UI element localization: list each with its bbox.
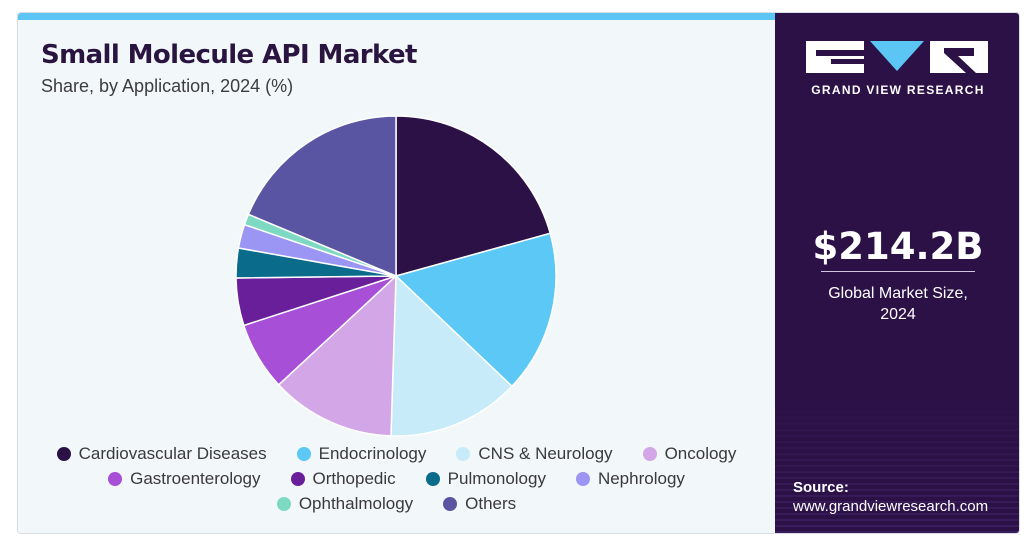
pie-slice-endocrinology: [394, 232, 557, 388]
legend-item: Gastroenterology: [108, 468, 261, 489]
legend-swatch: [425, 471, 440, 486]
legend-swatch: [642, 446, 657, 461]
pie-chart: [235, 115, 557, 437]
grand-view-research-logo: [806, 41, 988, 73]
legend-item: Oncology: [642, 443, 737, 464]
pie-slice-cns-neurology: [390, 274, 514, 437]
legend-swatch: [456, 446, 471, 461]
legend-swatch: [290, 471, 305, 486]
legend-label: Oncology: [664, 443, 737, 463]
chart-legend: Cardiovascular Diseases Endocrinology CNS …: [18, 441, 775, 516]
chart-subtitle: Share, by Application, 2024 (%): [41, 76, 294, 96]
legend-swatch: [443, 496, 458, 511]
legend-label: Nephrology: [597, 468, 685, 488]
legend-label: Endocrinology: [318, 443, 427, 463]
legend-item: Orthopedic: [290, 468, 396, 489]
market-size-label-line2: 2024: [880, 306, 916, 323]
legend-swatch: [575, 471, 590, 486]
pie-slice-oncology: [277, 274, 397, 437]
divider: [821, 271, 975, 272]
source-link[interactable]: www.grandviewresearch.com: [793, 498, 989, 515]
decorative-fade: [775, 403, 1019, 533]
legend-swatch: [296, 446, 311, 461]
accent-bar: [18, 13, 775, 20]
source-label: Source:: [793, 479, 849, 496]
legend-label: Ophthalmology: [298, 493, 414, 513]
legend-item: Others: [443, 494, 516, 514]
legend-item: CNS & Neurology: [456, 443, 613, 464]
legend-swatch: [276, 496, 291, 511]
market-size-value: $214.2B: [812, 225, 984, 268]
legend-row: Gastroenterology Orthopedic Pulmonology Nep…: [18, 466, 775, 491]
legend-label: Gastroenterology: [130, 468, 261, 488]
legend-label: Pulmonology: [447, 468, 546, 488]
legend-item: Cardiovascular Diseases: [56, 443, 267, 464]
legend-label: CNS & Neurology: [478, 443, 613, 463]
legend-item: Endocrinology: [296, 443, 427, 464]
legend-swatch: [108, 471, 123, 486]
pie-slice-cardiovascular-diseases: [395, 115, 552, 277]
legend-row: Ophthalmology Others: [18, 491, 775, 516]
pie-slice-others: [247, 115, 397, 278]
legend-item: Pulmonology: [425, 468, 546, 489]
legend-item: Ophthalmology: [276, 493, 414, 514]
chart-title: Small Molecule API Market: [41, 40, 417, 70]
summary-panel: GRAND VIEW RESEARCH $214.2B Global Marke…: [775, 13, 1019, 533]
brand-name: GRAND VIEW RESEARCH: [811, 83, 985, 97]
legend-item: Nephrology: [575, 468, 685, 489]
legend-label: Others: [465, 493, 517, 513]
legend-label: Cardiovascular Diseases: [78, 443, 267, 463]
infographic-card: Small Molecule API Market Share, by Appl…: [17, 12, 1020, 534]
legend-swatch: [56, 446, 71, 461]
legend-row: Cardiovascular Diseases Endocrinology CNS …: [18, 441, 775, 466]
legend-label: Orthopedic: [312, 468, 396, 488]
chart-panel: Small Molecule API Market Share, by Appl…: [18, 13, 775, 533]
market-size-label-line1: Global Market Size,: [828, 285, 968, 302]
market-size-label: Global Market Size, 2024: [775, 283, 1019, 325]
